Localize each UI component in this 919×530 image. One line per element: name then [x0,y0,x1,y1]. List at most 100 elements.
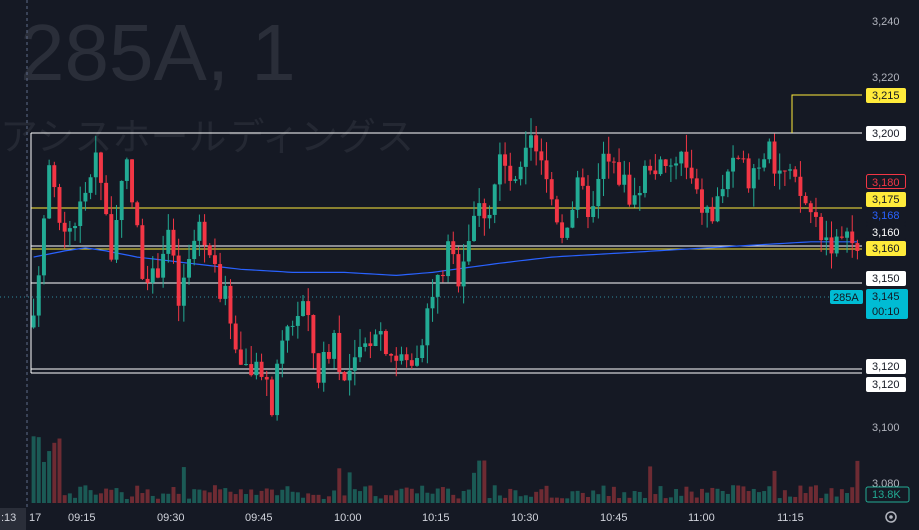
candle-body [663,159,668,166]
candle-body [233,323,238,350]
volume-bar [772,470,777,503]
candle-body [539,151,544,161]
candle-body [415,358,419,366]
candle-body [492,184,497,215]
candle-body [404,354,409,361]
candle-body [301,301,305,317]
volume-bar [363,486,368,503]
candle-body [523,147,528,167]
volume-bar [762,491,767,503]
volume-bar [554,497,559,503]
settings-gear-icon[interactable] [885,511,897,523]
candle-body [487,214,492,219]
volume-bar [570,491,575,503]
volume-bar [451,494,456,503]
volume-bar [741,486,746,503]
volume-bar [492,485,497,503]
candle-body [694,178,699,190]
candle-body [124,159,129,181]
level-line-3215 [791,94,862,133]
candle-body [269,379,274,416]
candle-body [855,243,860,251]
candle-body [529,135,533,148]
volume-bar [725,493,730,503]
volume-bar [731,485,736,503]
candle-body [409,360,414,366]
candle-body [544,160,549,180]
volume-bar [425,492,430,503]
candle-body [306,301,311,316]
volume-bar [285,486,290,503]
volume-bar [161,493,166,503]
volume-bar [192,489,197,503]
candle-body [352,357,357,371]
volume-bar [627,497,632,503]
volume-bar [52,442,57,503]
candle-body [731,157,736,172]
vwap-line [33,241,858,277]
candle-body [813,212,818,217]
volume-bar [254,494,259,503]
symbol-tag: 285A [830,290,863,304]
volume-bar [839,489,844,503]
candle-body [98,152,103,183]
volume-bar [197,489,202,503]
x-tick-1115: 11:15 [777,512,804,524]
candle-body [617,162,622,185]
candle-body [834,236,839,254]
candle-body [658,159,663,175]
volume-bar [321,498,326,503]
candle-body [762,159,767,168]
candle-body [497,154,502,185]
volume-bar [777,498,782,503]
candle-body [850,231,855,244]
x-tick-1000: 10:00 [334,512,362,524]
volume-bar [301,497,305,503]
volume-bar [244,494,248,503]
candle-body [290,325,295,327]
svg-text:3,150: 3,150 [872,273,900,285]
candle-body [202,221,207,246]
volume-bar [767,486,772,503]
candle-body [689,167,694,179]
volume-bar [83,485,88,503]
candle-body [777,170,782,174]
svg-text:3,175: 3,175 [872,194,900,206]
volume-bar [674,489,679,503]
volume-bar [440,487,445,503]
svg-text:3,200: 3,200 [872,128,900,140]
volume-bar [845,493,850,503]
volume-bar [394,490,399,503]
candle-body [373,334,378,347]
volume-bar [850,487,855,503]
candle-body [534,135,539,152]
candle-body [570,209,575,228]
volume-bar [591,490,596,503]
volume-bar [632,491,637,503]
y-tick-3220: 3,220 [872,72,900,84]
svg-text::13: :13 [1,512,16,524]
volume-bar [560,498,565,503]
candle-body [508,165,513,181]
volume-bar [700,488,704,503]
svg-text:3,120: 3,120 [872,379,900,391]
volume-bar [171,487,176,503]
candle-body [560,222,565,238]
candle-body [819,216,824,241]
volume-bar [622,492,627,503]
volume-bar [705,492,710,503]
candle-body [839,236,844,238]
candle-body [772,141,777,174]
x-tick-1015: 10:15 [422,512,450,524]
candle-body [207,245,212,256]
candle-body [420,345,425,359]
candle-body [596,178,601,207]
candle-body [363,343,368,347]
svg-text:3,145: 3,145 [872,291,900,303]
candle-body [477,203,482,216]
candle-body [674,163,679,166]
volume-bar [124,498,129,503]
volume-bar [456,498,461,503]
volume-bar [518,496,523,503]
